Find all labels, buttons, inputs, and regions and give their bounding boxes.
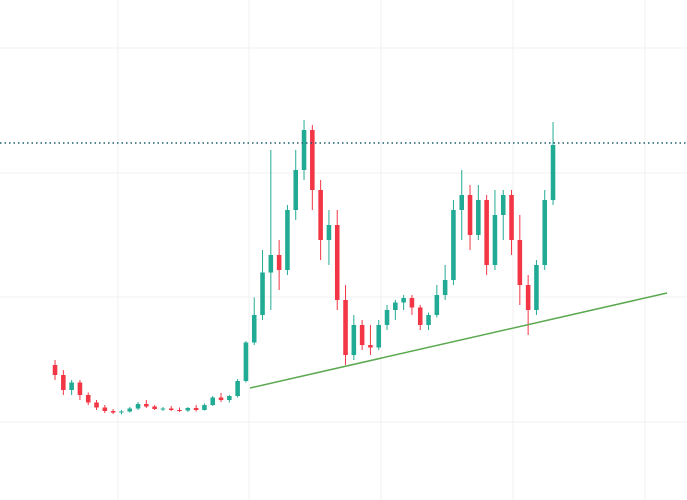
candle-body (260, 272, 265, 315)
candle-body (85, 395, 91, 403)
candle-body (459, 195, 465, 210)
candle-body (202, 405, 207, 410)
candle-body (52, 365, 58, 375)
candle-body (525, 285, 531, 310)
candle-body (127, 408, 133, 412)
candle-body (210, 397, 216, 405)
candle-body (135, 404, 141, 409)
candle-body (61, 375, 66, 390)
candle-body (334, 225, 340, 300)
candle-body (467, 195, 473, 235)
candle-body (492, 215, 498, 265)
candle-body (484, 200, 489, 265)
candle-body (218, 397, 224, 400)
candle-body (442, 280, 448, 295)
candle-body (451, 210, 456, 280)
candle-body (235, 381, 240, 396)
candle-body (401, 298, 406, 303)
candle-body (509, 195, 514, 240)
candle-body (185, 408, 191, 411)
candle-body (243, 342, 249, 381)
candle-body (343, 300, 348, 355)
candle-body (301, 130, 307, 170)
candle-body (417, 307, 423, 325)
candle-body (94, 402, 99, 408)
candle-body (193, 408, 199, 410)
candle-body (384, 310, 390, 325)
candle-body (500, 195, 506, 215)
trend-line (249, 292, 668, 389)
candle-body (251, 315, 257, 343)
candle-body (426, 315, 431, 325)
candle-body (534, 265, 539, 310)
candle-body (550, 145, 556, 200)
candle-body (318, 190, 323, 240)
candle-body (77, 382, 83, 395)
candle-body (152, 406, 157, 409)
candle-body (276, 255, 282, 270)
candle-body (359, 325, 365, 345)
candle-body (102, 407, 108, 411)
candle-body (268, 255, 274, 273)
candle-body (144, 404, 149, 407)
candle-body (393, 302, 398, 310)
candle-body (177, 410, 182, 411)
candle-body (409, 298, 415, 308)
candle-body (227, 396, 232, 400)
candle-body (69, 382, 74, 390)
candle-body (168, 408, 174, 410)
candle-body (119, 411, 124, 413)
candle-body (542, 200, 548, 265)
candle-body (476, 200, 481, 235)
candle-body (160, 408, 166, 410)
candle-body (310, 130, 315, 190)
candle-body (285, 210, 290, 270)
candle-body (368, 345, 373, 348)
candle-body (376, 325, 382, 348)
candle-body (434, 295, 440, 315)
candle-body (326, 225, 332, 240)
candle-body (110, 411, 116, 413)
candle-body (351, 325, 357, 355)
candle-body (517, 240, 523, 285)
candle-body (293, 170, 299, 210)
